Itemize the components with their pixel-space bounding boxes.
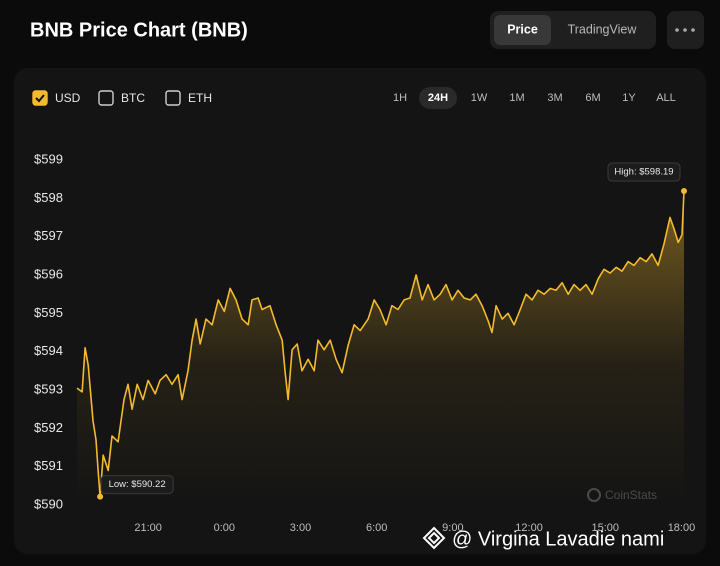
y-tick-label: $598: [34, 190, 63, 205]
x-tick-label: 15:00: [592, 522, 620, 534]
range-active-bg: [419, 87, 457, 109]
tab[interactable]: TradingView: [568, 22, 638, 36]
range-button[interactable]: 24H: [428, 92, 448, 104]
range-button[interactable]: 1W: [471, 92, 488, 104]
checkbox[interactable]: [32, 90, 48, 106]
y-tick-label: $593: [34, 381, 63, 396]
content: Price TradingView USD BTC ETH 1H 24H 1W 1M 3M 6M 1Y…: [32, 15, 696, 550]
checkbox[interactable]: [98, 90, 114, 106]
check-mark: [35, 94, 45, 103]
x-tick-label: 9:00: [442, 522, 463, 534]
y-tick-label: $590: [34, 496, 63, 511]
y-tick-label: $599: [34, 151, 63, 166]
credit-icon: [422, 526, 446, 550]
price-line: [76, 190, 685, 498]
range-button[interactable]: 1M: [509, 92, 524, 104]
chart-title: BNB Price Chart (BNB): [30, 19, 248, 41]
more-dot: [691, 28, 695, 32]
y-tick-label: $591: [34, 458, 63, 473]
range-button[interactable]: 6M: [585, 92, 600, 104]
checkbox-label: ETH: [188, 91, 212, 105]
range-button[interactable]: 1H: [393, 92, 407, 104]
checkbox-label: USD: [55, 91, 81, 105]
y-tick-label: $595: [34, 305, 63, 320]
x-tick-label: 18:00: [668, 522, 696, 534]
more-dot: [675, 28, 679, 32]
annotation-label: Low: $590.22: [109, 479, 166, 490]
annotation-dot: [681, 188, 687, 195]
annotation-box: [100, 475, 174, 495]
annotation-box: [607, 162, 681, 182]
y-tick-label: $594: [34, 343, 63, 358]
range-button[interactable]: ALL: [656, 92, 676, 104]
checkbox[interactable]: [165, 90, 181, 106]
credit: @ Virgina Lavadie nami: [452, 528, 664, 550]
y-tick-label: $592: [34, 420, 63, 435]
x-tick-label: 3:00: [290, 522, 311, 534]
y-tick-label: $597: [34, 228, 63, 243]
annotation-dot: [97, 493, 104, 500]
x-tick-label: 21:00: [134, 522, 162, 534]
more-dot: [683, 28, 687, 32]
y-tick-label: $596: [34, 266, 63, 281]
area-fill: [77, 191, 684, 505]
checkbox-label: BTC: [121, 91, 145, 105]
x-tick-label: 6:00: [366, 522, 387, 534]
tab[interactable]: Price: [507, 22, 538, 36]
x-tick-label: 12:00: [515, 522, 543, 534]
tab-active-bg: [494, 15, 551, 45]
range-button[interactable]: 1Y: [622, 92, 636, 104]
annotation-label: High: $598.19: [614, 167, 673, 178]
range-button[interactable]: 3M: [547, 92, 562, 104]
x-tick-label: 0:00: [214, 522, 235, 534]
